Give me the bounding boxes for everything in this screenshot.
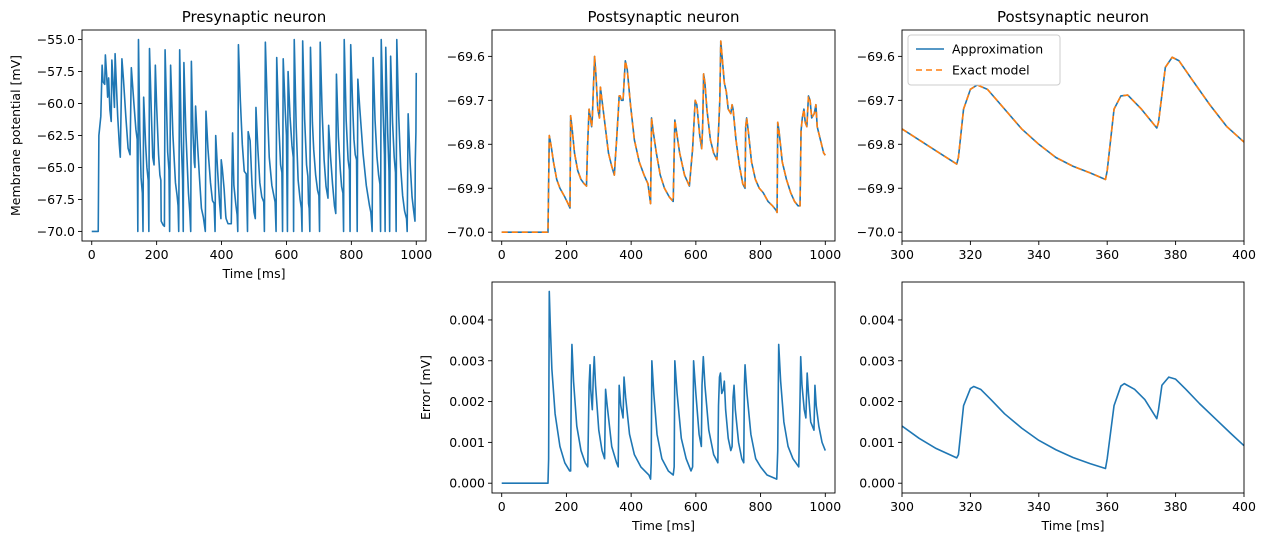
x-tick-label: 400 [1232, 499, 1256, 514]
y-tick-label: −69.9 [857, 181, 895, 196]
x-tick-label: 360 [1095, 247, 1119, 262]
y-tick-label: 0.002 [859, 394, 895, 409]
y-tick-label: −60.0 [37, 96, 75, 111]
y-tick-label: 0.000 [449, 476, 485, 491]
y-axis-label: Membrane potential [mV] [8, 55, 23, 216]
panel-postsynaptic: 0 200 400 600 800 1000 −69.6 −69.7 −69.8 −69.9 −70… [447, 8, 842, 262]
x-tick-label: 320 [958, 247, 982, 262]
x-tick-label: 300 [890, 499, 914, 514]
x-tick-label: 320 [958, 499, 982, 514]
y-tick-label: 0.003 [449, 353, 485, 368]
y-tick-label: 0.004 [449, 312, 485, 327]
x-tick-label: 0 [498, 247, 506, 262]
x-tick-label: 1000 [809, 499, 841, 514]
y-tick-label: 0.003 [859, 353, 895, 368]
axes-frame [491, 281, 836, 494]
x-tick-label: 0 [88, 247, 96, 262]
x-tick-label: 400 [1232, 247, 1256, 262]
x-tick-label: 200 [554, 247, 578, 262]
series-line-2 [501, 40, 826, 234]
x-axis-label: Time [ms] [1040, 518, 1104, 533]
x-tick-label: 400 [619, 247, 643, 262]
panel-postsynaptic-zoom: 300 320 340 360 380 400 −69.6 −69.7 −69.8 −69.9 −7… [857, 8, 1256, 262]
axes-frame [901, 281, 1245, 494]
panel-error-zoom: 300 320 340 360 380 400 0.000 0.001 0.002 0.003 0.… [859, 281, 1256, 533]
x-tick-label: 300 [890, 247, 914, 262]
x-tick-label: 400 [210, 247, 234, 262]
x-tick-label: 380 [1164, 499, 1188, 514]
y-tick-label: −67.5 [37, 192, 75, 207]
chart-title: Postsynaptic neuron [587, 8, 739, 26]
x-tick-label: 380 [1164, 247, 1188, 262]
y-tick-label: 0.000 [859, 476, 895, 491]
y-tick-label: −55.0 [37, 32, 75, 47]
x-tick-label: 200 [145, 247, 169, 262]
x-tick-label: 600 [684, 499, 708, 514]
x-tick-label: 400 [619, 499, 643, 514]
y-tick-label: −69.7 [857, 93, 895, 108]
y-tick-label: −69.6 [857, 49, 895, 64]
y-axis-label: Error [mV] [418, 355, 433, 420]
y-tick-label: −69.8 [447, 137, 485, 152]
legend-label: Exact model [952, 63, 1030, 78]
x-tick-label: 340 [1027, 499, 1051, 514]
chart-title: Postsynaptic neuron [997, 8, 1149, 26]
series-line-1 [902, 376, 1244, 470]
y-tick-label: 0.002 [449, 394, 485, 409]
series-line-1 [501, 290, 827, 485]
y-tick-label: 0.001 [859, 435, 895, 450]
y-tick-label: 0.004 [859, 312, 895, 327]
x-tick-label: 800 [749, 247, 773, 262]
y-tick-label: −57.5 [37, 64, 75, 79]
series-line-1 [91, 38, 418, 233]
y-tick-label: −69.8 [857, 137, 895, 152]
y-tick-label: −65.0 [37, 160, 75, 175]
panel-presynaptic: 0 200 400 600 800 1000 −55.0 −57.5 −60.0 −62.5 −65… [8, 8, 432, 281]
x-tick-label: 600 [275, 247, 299, 262]
x-axis-label: Time [ms] [631, 518, 695, 533]
axes-frame [901, 29, 1245, 242]
y-tick-label: −69.6 [447, 49, 485, 64]
y-tick-label: −69.7 [447, 93, 485, 108]
y-tick-label: −70.0 [857, 225, 895, 240]
y-tick-label: −70.0 [37, 224, 75, 239]
x-tick-label: 1000 [809, 247, 841, 262]
axes-frame [491, 29, 836, 242]
y-tick-label: −62.5 [37, 128, 75, 143]
panel-error: 0 200 400 600 800 1000 0.000 0.001 0.002 0.003 0.0… [418, 281, 841, 533]
y-tick-label: 0.001 [449, 435, 485, 450]
x-tick-label: 600 [684, 247, 708, 262]
x-axis-label: Time [ms] [221, 266, 285, 281]
chart-title: Presynaptic neuron [182, 8, 327, 26]
y-tick-label: −69.9 [447, 181, 485, 196]
x-tick-label: 800 [749, 499, 773, 514]
x-tick-label: 0 [498, 499, 506, 514]
x-tick-label: 360 [1095, 499, 1119, 514]
y-tick-label: −70.0 [447, 225, 485, 240]
x-tick-label: 200 [554, 499, 578, 514]
x-tick-label: 340 [1027, 247, 1051, 262]
legend-box [907, 34, 1061, 86]
series-line-2 [902, 56, 1244, 181]
legend: Approximation Exact model [907, 34, 1061, 86]
legend-label: Approximation [952, 42, 1043, 57]
x-tick-label: 1000 [400, 247, 432, 262]
x-tick-label: 800 [339, 247, 363, 262]
